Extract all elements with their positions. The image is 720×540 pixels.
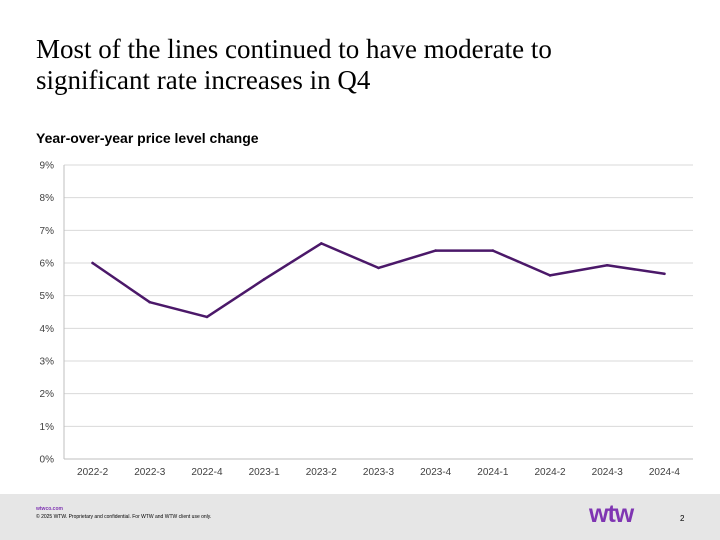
x-tick-label: 2024-4 xyxy=(649,467,681,478)
series-line xyxy=(91,242,666,319)
x-tick-label: 2022-2 xyxy=(77,467,109,478)
y-tick-label: 4% xyxy=(40,324,55,335)
data-point xyxy=(491,249,495,252)
data-point xyxy=(205,315,209,319)
y-tick-label: 2% xyxy=(40,389,55,400)
y-tick-label: 5% xyxy=(40,291,55,302)
x-tick-label: 2023-2 xyxy=(306,467,338,478)
line-chart: 0% 1% 2% 3% 4% 5% 6% 7% 8% 9% 2022-2 2022-3 2022-4 20… xyxy=(40,161,693,479)
data-point xyxy=(605,263,609,267)
y-tick-label: 6% xyxy=(40,259,55,270)
y-tick-label: 9% xyxy=(40,161,55,172)
x-tick-label: 2024-2 xyxy=(534,467,566,478)
label-layer: 0% 1% 2% 3% 4% 5% 6% 7% 8% 9% 2022-2 2022-3 2022-4 20… xyxy=(40,161,681,479)
x-tick-label: 2023-3 xyxy=(363,467,395,478)
footer-copyright: © 2025 WTW. Proprietary and confidential… xyxy=(36,514,212,520)
x-tick-label: 2024-3 xyxy=(592,467,624,478)
y-tick-label: 1% xyxy=(40,422,55,433)
y-tick-label: 0% xyxy=(40,455,55,466)
y-tick-label: 7% xyxy=(40,226,55,237)
data-point xyxy=(91,261,94,265)
slide-title: Most of the lines continued to have mode… xyxy=(36,34,552,95)
grid-layer xyxy=(64,164,693,427)
x-tick-label: 2022-3 xyxy=(134,467,166,478)
axis-layer xyxy=(63,165,693,460)
y-tick-label: 8% xyxy=(40,193,55,204)
data-point xyxy=(548,274,552,277)
data-point xyxy=(434,249,437,252)
x-tick-label: 2023-4 xyxy=(420,467,452,478)
page-number: 2 xyxy=(680,514,685,523)
data-point xyxy=(663,272,666,276)
footer: wtwco.com © 2025 WTW. Proprietary and co… xyxy=(0,494,720,540)
x-tick-label: 2023-1 xyxy=(249,467,281,478)
x-tick-label: 2024-1 xyxy=(477,467,509,478)
data-point xyxy=(148,300,152,304)
data-point xyxy=(262,278,266,281)
y-tick-label: 3% xyxy=(40,357,55,368)
wtw-logo: wtw xyxy=(589,500,634,528)
chart-title: Year-over-year price level change xyxy=(36,130,259,146)
data-point xyxy=(320,242,323,245)
footer-url[interactable]: wtwco.com xyxy=(36,506,63,512)
data-point xyxy=(377,266,380,270)
series-layer xyxy=(91,242,666,319)
x-tick-label: 2022-4 xyxy=(191,467,223,478)
